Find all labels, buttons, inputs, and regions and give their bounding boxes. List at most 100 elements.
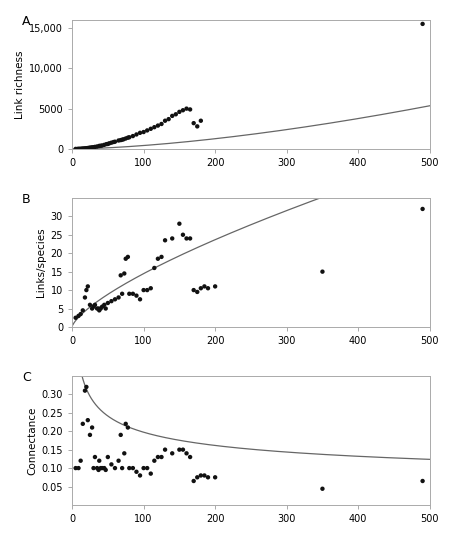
Point: [212, 473, 219, 482]
Point: [95, 304, 102, 313]
Point: [111, 295, 118, 303]
Point: [120, 135, 127, 143]
Point: [183, 449, 190, 458]
Point: [94, 304, 101, 313]
Point: [197, 116, 204, 125]
Point: [102, 304, 109, 313]
Point: [118, 464, 126, 472]
Point: [77, 457, 84, 465]
Point: [124, 133, 132, 142]
Point: [193, 288, 201, 296]
Point: [179, 445, 187, 454]
Point: [81, 144, 89, 153]
Point: [204, 284, 212, 293]
Point: [94, 464, 101, 472]
Point: [91, 301, 99, 309]
Point: [126, 133, 133, 142]
Point: [176, 219, 183, 228]
Point: [140, 128, 147, 136]
Point: [179, 106, 187, 115]
Point: [129, 132, 137, 140]
Point: [147, 469, 154, 478]
Point: [190, 119, 197, 127]
Point: [158, 453, 165, 461]
Point: [101, 141, 108, 149]
Point: [133, 291, 140, 300]
Point: [79, 144, 86, 153]
Point: [76, 144, 83, 153]
Point: [111, 137, 118, 146]
Point: [147, 125, 154, 133]
Point: [115, 293, 122, 302]
Point: [136, 471, 143, 480]
Point: [151, 264, 158, 272]
Point: [108, 460, 115, 469]
Point: [75, 312, 82, 320]
Point: [147, 284, 154, 293]
Point: [129, 289, 137, 298]
Text: B: B: [22, 193, 30, 206]
Point: [129, 464, 137, 472]
Point: [115, 136, 122, 145]
Point: [96, 457, 103, 465]
Point: [122, 254, 129, 263]
Point: [83, 144, 90, 153]
Point: [84, 144, 91, 153]
Point: [97, 304, 104, 313]
Point: [133, 467, 140, 476]
Point: [190, 286, 197, 294]
Point: [106, 139, 113, 148]
Point: [86, 143, 93, 152]
Point: [151, 123, 158, 132]
Point: [72, 144, 79, 153]
Point: [89, 304, 96, 313]
Point: [183, 105, 190, 113]
Point: [84, 416, 91, 424]
Point: [104, 140, 112, 148]
Point: [419, 476, 426, 485]
Point: [176, 108, 183, 116]
Point: [96, 142, 103, 150]
Y-axis label: Connectance: Connectance: [27, 406, 37, 475]
Point: [80, 144, 87, 153]
Point: [117, 431, 124, 439]
Point: [419, 205, 426, 213]
Point: [118, 289, 126, 298]
Point: [111, 464, 118, 472]
Point: [136, 295, 143, 303]
Point: [187, 453, 194, 461]
Point: [72, 314, 79, 322]
Point: [122, 419, 129, 428]
Point: [133, 130, 140, 139]
Point: [104, 299, 112, 307]
Point: [81, 386, 89, 395]
Point: [77, 144, 84, 153]
Point: [95, 466, 102, 474]
Point: [168, 112, 176, 120]
Point: [87, 143, 94, 152]
Point: [143, 286, 151, 294]
Point: [151, 457, 158, 465]
Point: [122, 134, 129, 143]
Point: [165, 115, 172, 123]
Point: [158, 253, 165, 261]
Point: [124, 253, 132, 261]
Point: [179, 231, 187, 239]
Point: [79, 306, 86, 315]
Point: [84, 282, 91, 291]
Point: [101, 464, 108, 472]
Point: [72, 464, 79, 472]
Point: [140, 286, 147, 294]
Point: [110, 138, 117, 147]
Point: [108, 139, 115, 147]
Point: [101, 301, 108, 309]
Point: [104, 453, 112, 461]
Point: [90, 302, 97, 311]
Point: [115, 457, 122, 465]
Point: [77, 310, 84, 319]
Y-axis label: Links/species: Links/species: [36, 227, 46, 297]
Point: [201, 471, 208, 480]
Point: [83, 383, 90, 391]
Point: [140, 464, 147, 472]
Point: [103, 140, 110, 148]
